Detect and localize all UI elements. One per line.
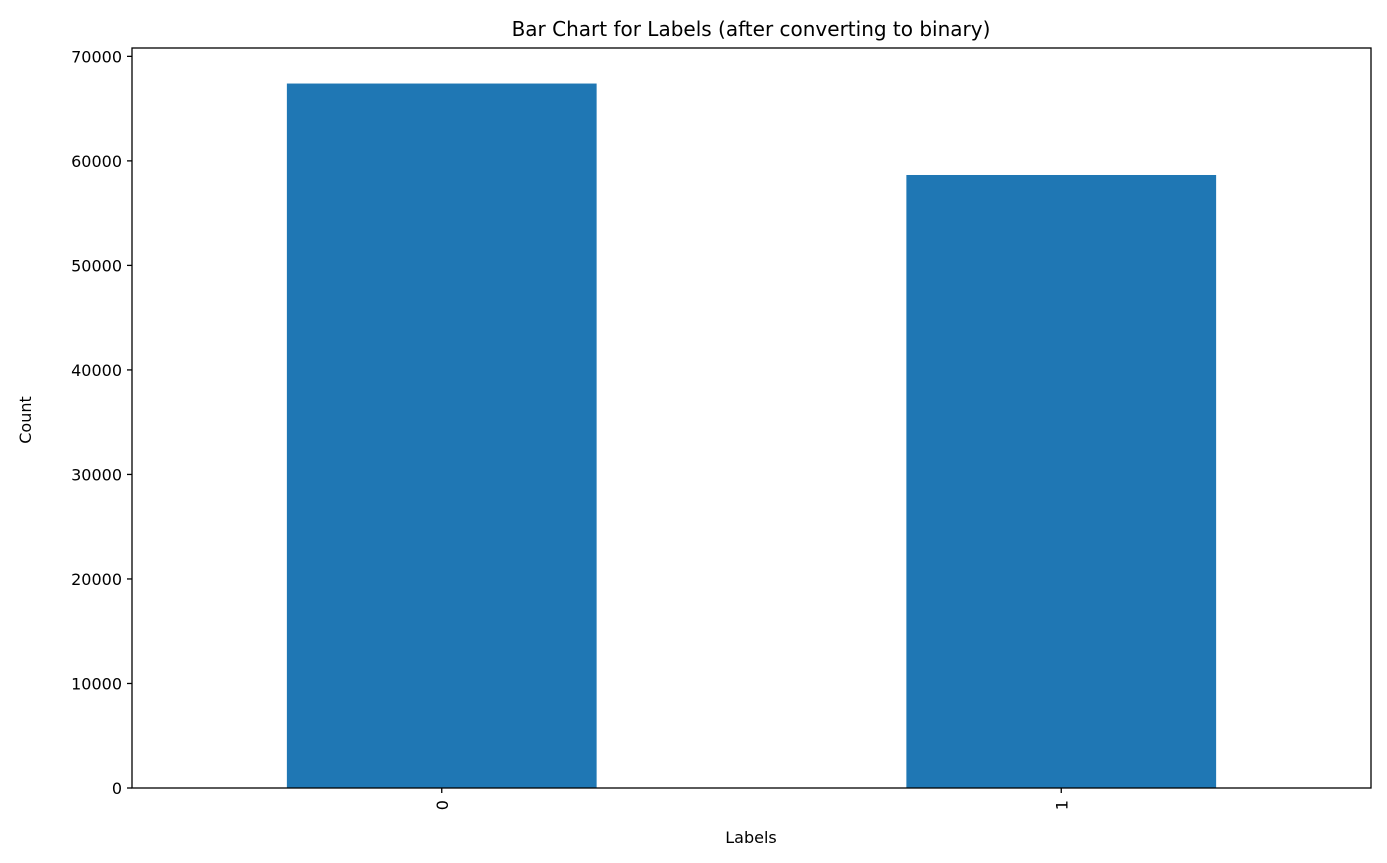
y-tick-label: 60000 [71,152,122,171]
chart-title: Bar Chart for Labels (after converting t… [512,17,991,41]
y-tick-label: 10000 [71,674,122,693]
y-tick-label: 40000 [71,361,122,380]
y-tick-label: 50000 [71,256,122,275]
x-tick-label: 1 [1052,800,1071,810]
bar-0 [286,83,597,788]
y-tick-label: 70000 [71,47,122,66]
y-axis-label: Count [16,396,35,444]
x-tick-label: 0 [433,800,452,810]
bar-1 [906,174,1217,789]
bars-group [286,83,1217,789]
y-axis: 0 10000 20000 30000 40000 50000 60000 70000 [71,47,132,798]
x-axis-label: Labels [725,828,777,847]
y-tick-label: 30000 [71,465,122,484]
plot-frame [131,47,1372,789]
y-tick-label: 20000 [71,570,122,589]
y-tick-label: 0 [112,779,122,798]
